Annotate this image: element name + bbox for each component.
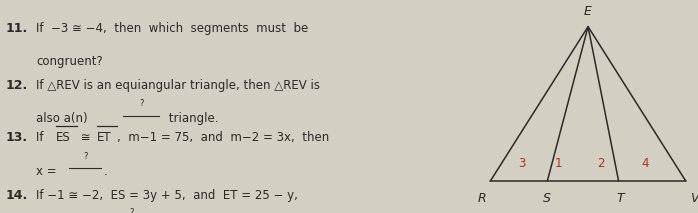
Text: If  −3 ≅ −4,  then  which  segments  must  be: If −3 ≅ −4, then which segments must be — [36, 22, 309, 35]
Text: ?: ? — [130, 208, 134, 213]
Text: E: E — [584, 5, 592, 18]
Text: ET: ET — [97, 131, 112, 144]
Text: also a(n): also a(n) — [36, 112, 91, 125]
Text: 11.: 11. — [6, 22, 28, 35]
Text: 1: 1 — [555, 157, 563, 170]
Text: 12.: 12. — [6, 79, 28, 92]
Text: 13.: 13. — [6, 131, 28, 144]
Text: R: R — [478, 192, 487, 205]
Text: ?: ? — [139, 99, 144, 108]
Text: If △REV is an equiangular triangle, then △REV is: If △REV is an equiangular triangle, then… — [36, 79, 320, 92]
Text: ,  m−1 = 75,  and  m−2 = 3x,  then: , m−1 = 75, and m−2 = 3x, then — [117, 131, 329, 144]
Text: V: V — [690, 192, 698, 205]
Text: ?: ? — [84, 152, 88, 161]
Text: 14.: 14. — [6, 189, 28, 201]
Text: T: T — [617, 192, 625, 205]
Text: congruent?: congruent? — [36, 55, 103, 68]
Text: ≅: ≅ — [77, 131, 94, 144]
Text: If −1 ≅ −2,  ES = 3y + 5,  and  ET = 25 − y,: If −1 ≅ −2, ES = 3y + 5, and ET = 25 − y… — [36, 189, 298, 201]
Text: 3: 3 — [518, 157, 526, 170]
Text: .: . — [103, 165, 107, 178]
Text: 4: 4 — [641, 157, 649, 170]
Text: If: If — [36, 131, 47, 144]
Text: S: S — [544, 192, 551, 205]
Text: x =: x = — [36, 165, 61, 178]
Text: ES: ES — [56, 131, 70, 144]
Text: triangle.: triangle. — [165, 112, 218, 125]
Text: 2: 2 — [597, 157, 605, 170]
